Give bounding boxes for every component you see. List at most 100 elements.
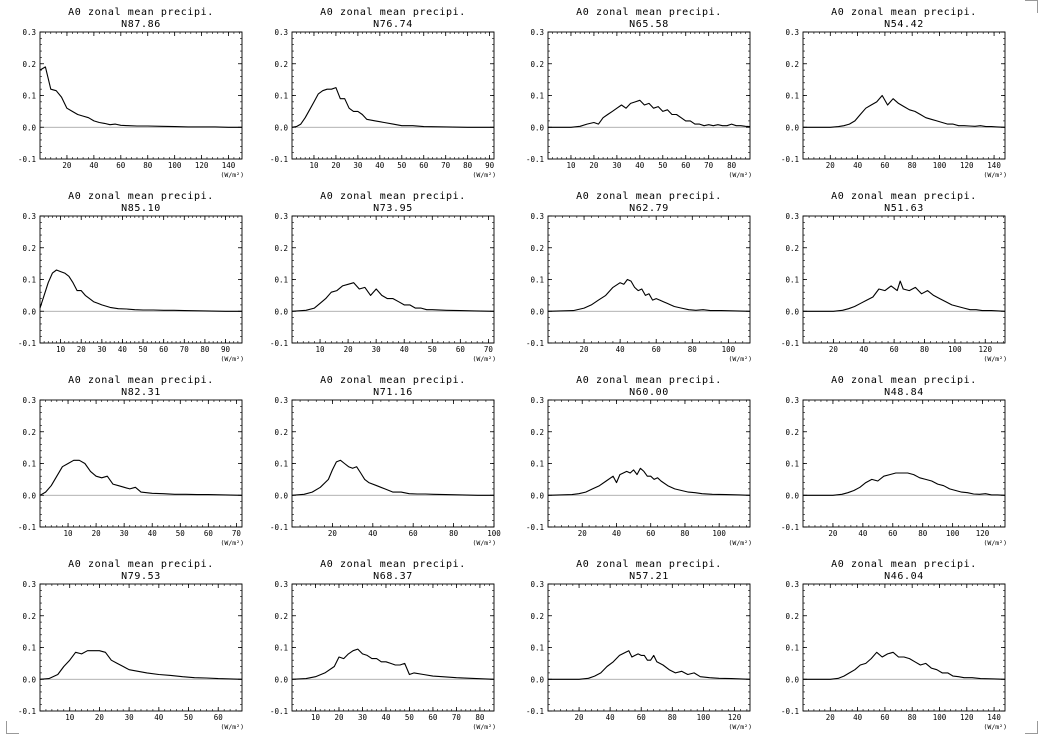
x-tick-label: 40 [616,345,626,354]
plot-frame [39,583,243,712]
series-line [547,278,751,312]
x-tick-label: 100 [933,161,947,170]
x-tick-label: 40 [368,529,378,538]
x-unit-label: (W/m²) [984,355,1007,363]
x-unit-label: (W/m²) [221,171,244,179]
chart-panel-4: A0 zonal mean precipi.N54.42 -0.1 0.0 0.1 0.… [781,7,1007,179]
x-tick-label: 60 [890,345,900,354]
y-tick-label: 0.1 [22,460,36,469]
y-tick-label: 0.0 [274,491,288,500]
y-tick-label: 0.1 [22,276,36,285]
x-tick-label: 20 [826,713,836,722]
x-tick-label: 50 [176,529,186,538]
chart-panel-3: A0 zonal mean precipi.N65.58 -0.1 0.0 0.1 0.… [526,7,752,179]
y-tick-label: 0.3 [274,212,288,221]
x-tick-label: 140 [987,713,1001,722]
series-line [803,651,1006,680]
x-tick-label: 30 [372,345,382,354]
y-tick-label: -0.1 [270,523,288,532]
series-line [803,94,1006,128]
x-tick-label: 40 [118,345,128,354]
y-tick-label: 0.0 [22,491,36,500]
chart-panel-6: A0 zonal mean precipi.N73.95 -0.1 0.0 0.1 0.… [270,191,496,363]
x-unit-label: (W/m²) [473,539,496,547]
chart-title: A0 zonal mean precipi. [576,559,722,570]
x-tick-label: 30 [358,713,368,722]
series-line [39,650,243,680]
y-tick-label: 0.1 [530,276,544,285]
plot-frame [547,399,751,528]
x-tick-label: 50 [139,345,149,354]
x-unit-label: (W/m²) [473,355,496,363]
x-tick-label: 120 [978,345,992,354]
chart-title: A0 zonal mean precipi. [68,559,214,570]
y-tick-label: 0.0 [530,491,544,500]
series-line [291,648,495,680]
chart-panel-9: A0 zonal mean precipi.N82.31 -0.1 0.0 0.1 0.… [18,375,244,547]
x-tick-label: 20 [578,529,588,538]
chart-subtitle: N85.10 [121,203,161,214]
x-unit-label: (W/m²) [729,355,752,363]
x-tick-label: 100 [168,161,182,170]
x-tick-label: 100 [948,345,962,354]
x-tick-label: 80 [918,529,928,538]
y-tick-label: -0.1 [270,707,288,716]
x-unit-label: (W/m²) [729,171,752,179]
x-tick-label: 70 [704,161,714,170]
x-tick-label: 100 [722,345,736,354]
x-tick-label: 20 [331,161,341,170]
plot-frame [291,583,495,712]
plot-frame [802,399,1006,528]
y-tick-label: 0.1 [274,644,288,653]
x-tick-label: 80 [668,713,678,722]
x-tick-label: 90 [485,161,495,170]
y-tick-label: 0.1 [785,644,799,653]
x-tick-label: 60 [116,161,126,170]
y-tick-label: 0.2 [530,612,544,621]
y-tick-label: 0.0 [22,675,36,684]
series-line [39,459,243,496]
y-tick-label: 0.2 [785,428,799,437]
x-tick-label: 60 [888,529,898,538]
x-tick-label: 120 [976,529,990,538]
x-tick-label: 120 [960,713,974,722]
x-tick-label: 80 [908,713,918,722]
x-tick-label: 100 [946,529,960,538]
chart-title: A0 zonal mean precipi. [831,7,977,18]
x-tick-label: 60 [409,529,419,538]
chart-title: A0 zonal mean precipi. [576,375,722,386]
y-tick-label: 0.2 [274,428,288,437]
series-line [803,280,1006,312]
x-unit-label: (W/m²) [984,539,1007,547]
y-tick-label: 0.1 [274,276,288,285]
x-tick-label: 60 [419,161,429,170]
x-tick-label: 80 [449,529,459,538]
y-tick-label: 0.2 [274,60,288,69]
x-tick-label: 90 [221,345,231,354]
y-tick-label: 0.1 [785,276,799,285]
x-unit-label: (W/m²) [473,723,496,731]
x-tick-label: 100 [487,529,501,538]
chart-title: A0 zonal mean precipi. [831,191,977,202]
x-tick-label: 60 [652,345,662,354]
x-tick-label: 70 [441,161,451,170]
x-tick-label: 80 [143,161,153,170]
y-tick-label: 0.0 [785,675,799,684]
y-tick-label: 0.0 [22,307,36,316]
x-tick-label: 40 [375,161,385,170]
chart-subtitle: N76.74 [373,19,413,30]
chart-subtitle: N60.00 [629,387,669,398]
y-tick-label: 0.0 [530,675,544,684]
y-tick-label: 0.1 [785,460,799,469]
y-tick-label: -0.1 [526,523,544,532]
y-tick-label: 0.2 [22,244,36,253]
x-tick-label: 60 [637,713,647,722]
y-tick-label: 0.1 [530,92,544,101]
y-tick-label: -0.1 [18,339,36,348]
x-tick-label: 20 [344,345,354,354]
y-tick-label: 0.0 [22,123,36,132]
x-tick-label: 80 [908,161,918,170]
x-tick-label: 20 [829,345,839,354]
series-line [548,99,751,128]
y-tick-label: 0.3 [274,580,288,589]
